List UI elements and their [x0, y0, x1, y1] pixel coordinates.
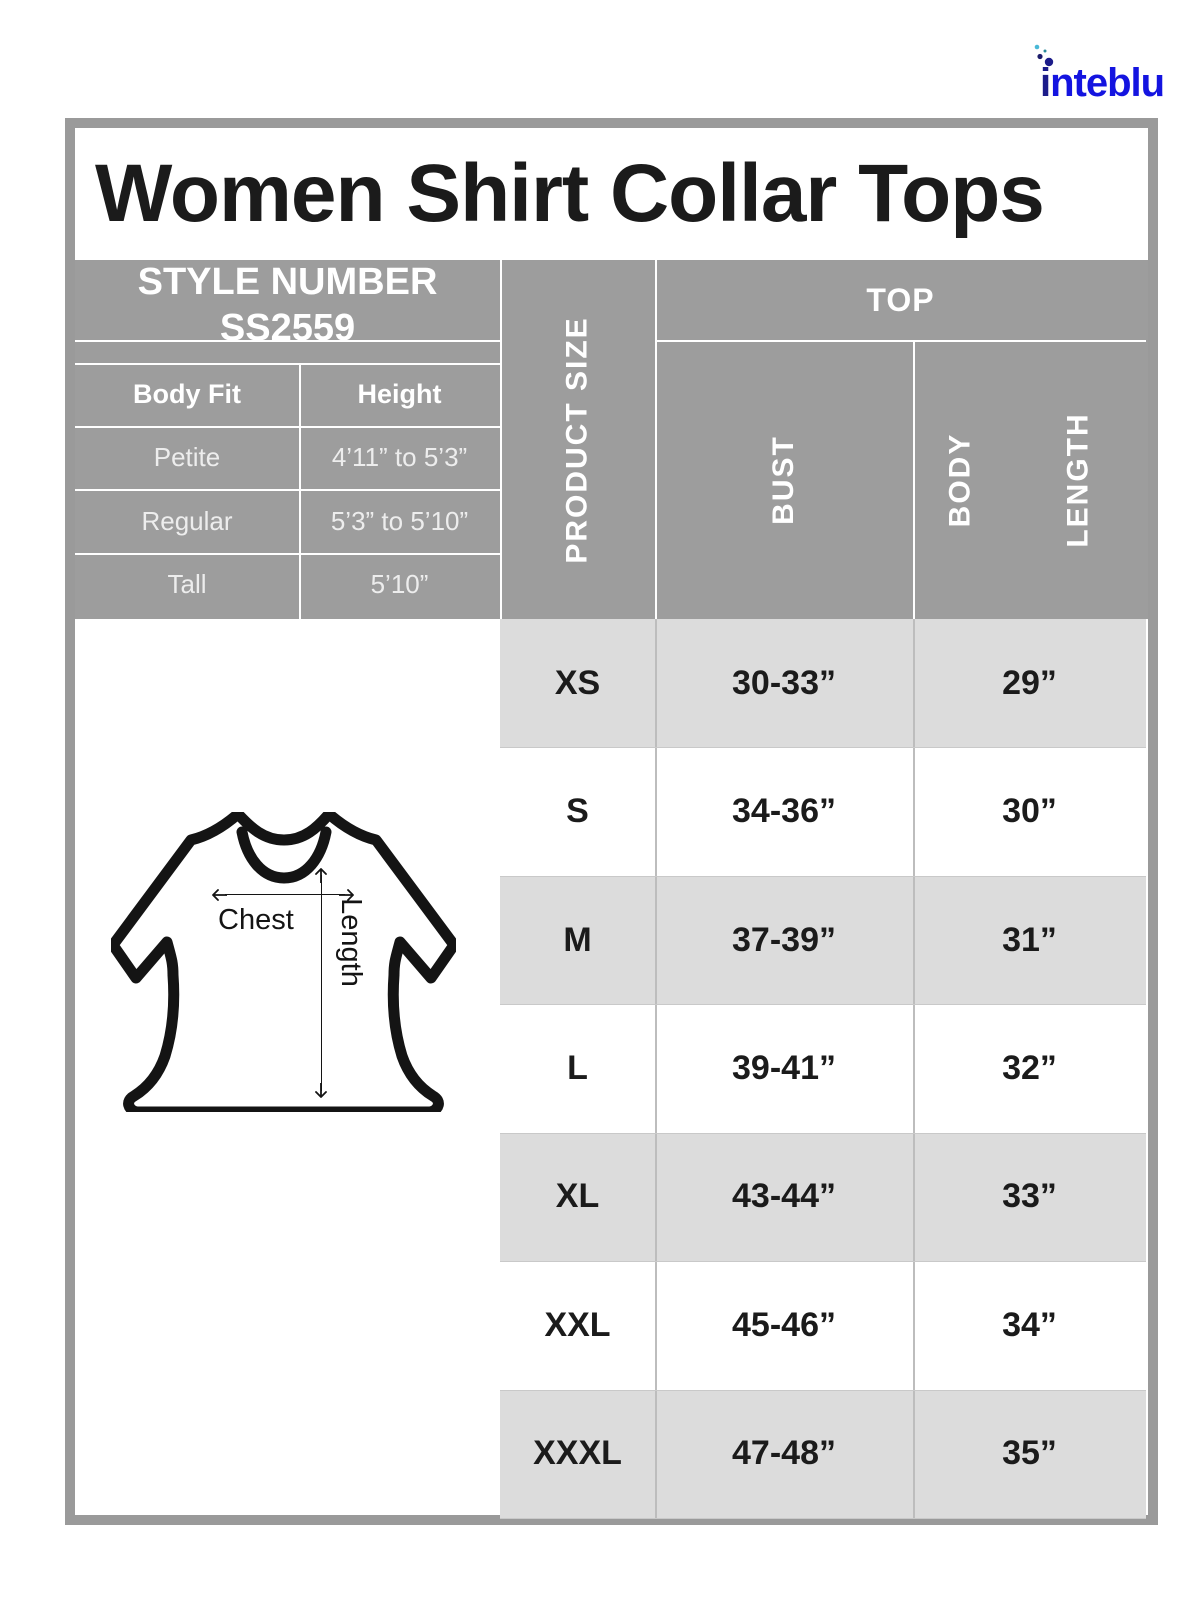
svg-text:inteblu: inteblu	[1040, 61, 1164, 100]
